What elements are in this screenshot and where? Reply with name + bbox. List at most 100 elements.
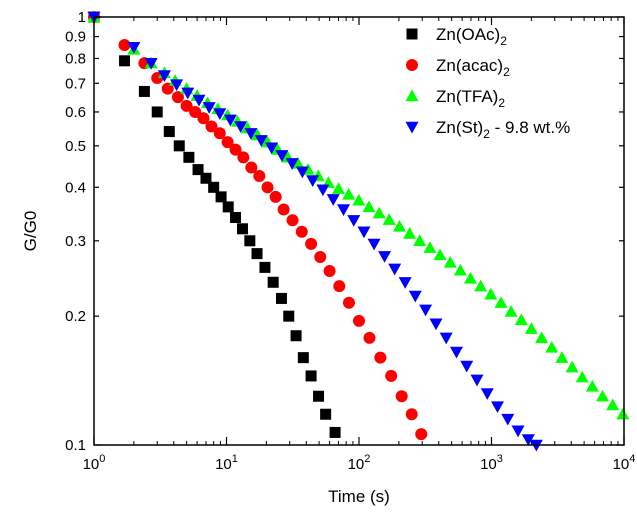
data-point [326,194,340,206]
data-point [329,426,341,438]
data-point [323,265,336,278]
data-point [565,360,579,373]
data-point [269,190,282,203]
data-point [202,102,216,114]
y-tick-label: 0.8 [65,50,86,67]
data-point [363,331,376,344]
data-point [352,193,366,206]
data-point [347,215,361,227]
x-tick-label: 103 [480,453,503,473]
data-point [213,127,226,140]
data-point [337,204,351,217]
data-point [183,151,195,163]
y-tick-label: 0.5 [65,138,86,155]
data-point [423,241,437,253]
data-point [234,121,248,133]
data-point [415,428,428,441]
data-point [474,279,488,292]
legend-marker [405,121,419,134]
y-tick-label: 1 [78,9,86,26]
data-point [575,370,589,383]
data-point [555,351,569,363]
data-point [286,214,299,227]
y-tick-label: 0.2 [65,308,86,325]
data-point [535,331,549,344]
y-axis-label: G/G0 [21,211,40,252]
y-tick-label: 0.7 [65,75,86,92]
data-point [189,105,202,118]
data-point [285,158,299,170]
y-tick-label: 0.6 [65,104,86,121]
data-point [237,151,250,164]
data-point [291,156,305,169]
data-point [277,203,290,216]
legend-marker [405,89,419,102]
data-point [408,290,422,303]
data-point [463,271,477,284]
data-point [127,42,141,54]
data-point [267,276,279,288]
data-point [484,287,498,300]
data-point [244,128,258,140]
data-point [261,181,274,194]
data-point [200,172,212,184]
data-point [429,318,443,331]
data-point [514,313,528,326]
legend-label: Zn(acac)2 [436,56,510,79]
data-point [501,413,515,426]
data-point [197,112,210,125]
data-point [305,237,318,250]
legend-marker [406,28,418,40]
data-point [378,251,392,263]
data-point [524,322,538,334]
legend-item: Zn(TFA)2 [405,87,505,110]
legend: Zn(OAc)2 Zn(acac)2 Zn(TFA)2 Zn(St)2 - 9.8 w… [405,25,570,141]
data-point [171,91,184,104]
data-point [372,206,386,219]
data-point [222,201,234,213]
y-tick-label: 0.4 [65,179,86,196]
series-3 [87,11,543,452]
data-point [295,225,308,238]
legend-label: Zn(OAc)2 [436,25,507,48]
x-tick-label: 101 [215,453,238,473]
data-point [180,99,193,112]
data-point [157,70,171,82]
data-point [443,255,457,268]
data-point [333,280,346,293]
data-point [398,277,412,289]
data-point [265,142,279,155]
data-point [295,166,309,179]
data-point [290,330,302,342]
data-point [173,140,185,152]
data-point [254,135,268,147]
data-point [413,234,427,246]
legend-marker [406,59,418,71]
data-point [213,108,227,121]
data-point [367,238,381,251]
data-point [504,305,518,317]
data-point [314,250,327,263]
data-point [205,120,218,133]
data-point [342,187,356,200]
data-point [385,369,398,382]
data-point [192,94,206,107]
legend-label: Zn(TFA)2 [436,87,505,110]
data-point [181,87,195,100]
x-tick-label: 102 [348,453,371,473]
data-point [392,219,406,232]
data-point [223,114,237,127]
series-layer [87,10,630,452]
data-point [433,248,447,261]
data-point [460,360,474,373]
data-point [382,213,396,225]
data-point [192,164,204,176]
data-point [596,389,610,402]
legend-label: Zn(St)2 - 9.8 wt.% [436,118,570,141]
x-tick-label: 100 [83,453,106,473]
plot-frame [93,16,625,446]
data-point [362,200,376,213]
data-point [419,304,433,317]
data-point [316,184,330,197]
